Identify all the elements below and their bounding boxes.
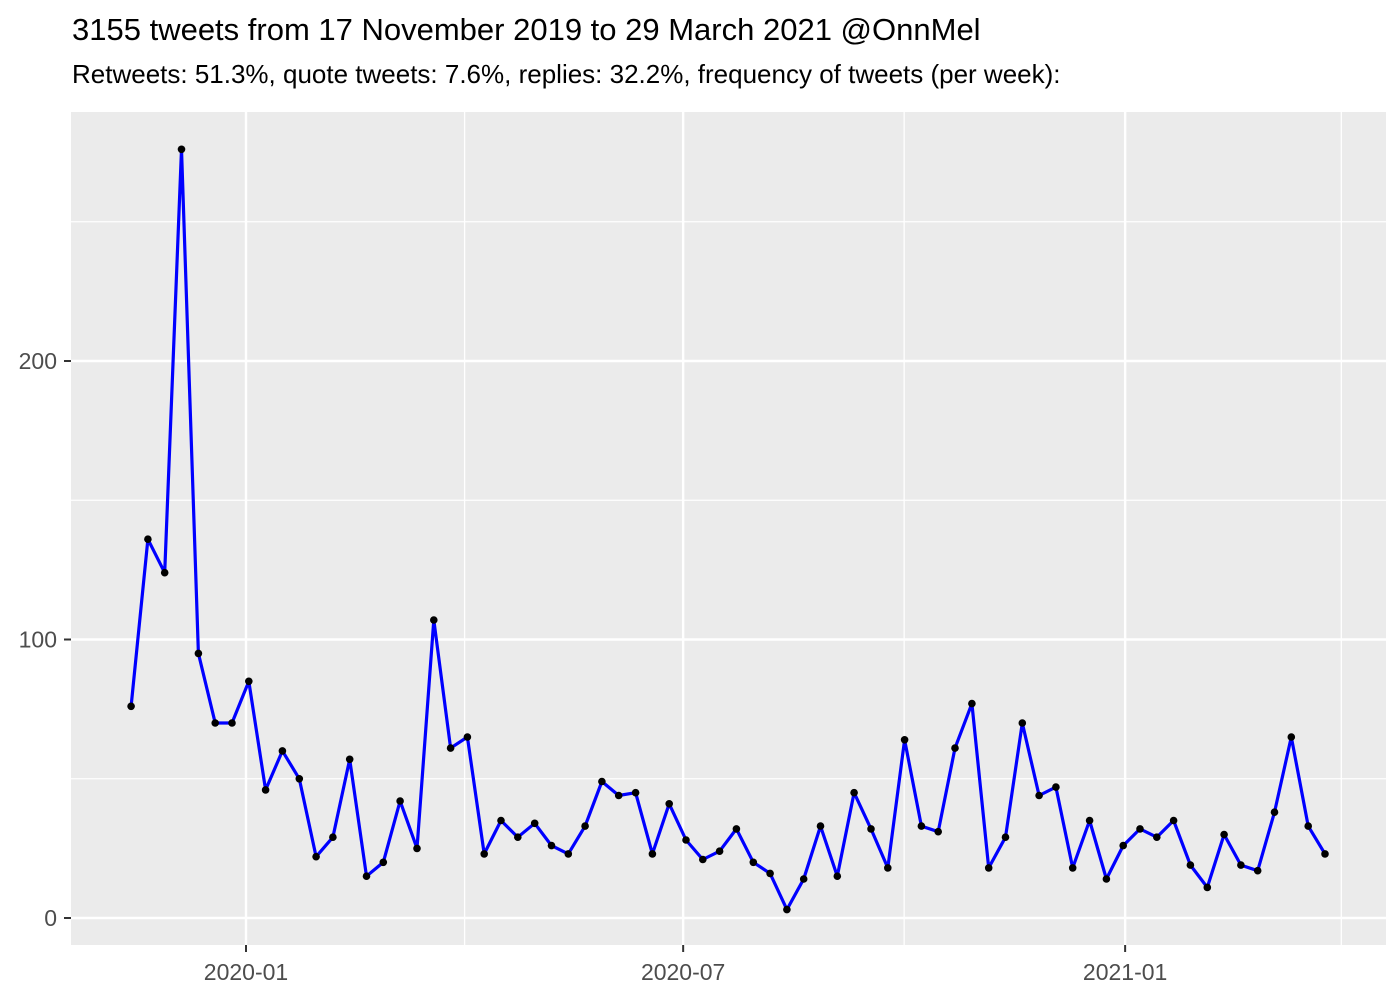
data-point (984, 864, 993, 872)
data-point (749, 858, 758, 867)
data-point (1153, 833, 1161, 841)
data-point (1287, 733, 1296, 741)
y-tick-label: 100 (19, 627, 57, 653)
data-point (547, 841, 556, 850)
data-point (1119, 841, 1127, 850)
x-tick-label: 2020-01 (204, 959, 288, 985)
data-point (446, 744, 455, 752)
panel-background (71, 112, 1386, 945)
data-point (799, 875, 808, 883)
data-point (345, 755, 354, 764)
data-point (177, 145, 186, 154)
data-point (968, 699, 976, 708)
data-point (1270, 808, 1279, 816)
data-point (766, 869, 774, 878)
data-point (514, 833, 522, 841)
data-point (1001, 833, 1010, 841)
data-point (1253, 866, 1262, 875)
data-point (598, 777, 606, 786)
data-point (194, 649, 203, 658)
data-point (1220, 830, 1228, 839)
data-point (917, 822, 926, 830)
data-point (329, 833, 337, 841)
data-point (715, 847, 724, 855)
data-point (900, 736, 909, 744)
data-point (816, 822, 825, 830)
data-point (211, 719, 219, 727)
data-point (1304, 822, 1312, 830)
data-point (951, 744, 959, 752)
x-tick-label: 2020-07 (641, 959, 725, 985)
y-tick-label: 200 (19, 348, 57, 374)
data-point (362, 872, 371, 880)
data-point (581, 822, 589, 830)
data-point (1237, 861, 1245, 869)
data-point (144, 535, 152, 543)
data-point (1085, 816, 1094, 825)
data-point (480, 850, 489, 858)
data-point (127, 702, 135, 711)
data-point (1136, 825, 1144, 833)
data-point (884, 864, 892, 872)
data-point (850, 788, 858, 797)
data-point (1169, 816, 1178, 825)
data-point (160, 568, 169, 577)
data-point (1203, 883, 1212, 892)
data-point (732, 825, 741, 833)
data-point (430, 616, 438, 624)
data-point (1102, 875, 1111, 883)
data-point (682, 836, 690, 844)
data-point (295, 775, 304, 783)
data-point (396, 797, 404, 805)
data-point (1052, 783, 1060, 791)
data-point (614, 791, 623, 800)
data-point (934, 827, 942, 836)
data-point (245, 677, 253, 686)
data-point (699, 855, 707, 864)
data-point (1186, 861, 1195, 869)
data-point (261, 786, 270, 794)
data-point (530, 819, 539, 828)
chart-title: 3155 tweets from 17 November 2019 to 29 … (72, 12, 981, 47)
data-point (631, 788, 640, 797)
data-point (1018, 719, 1027, 727)
data-point (497, 816, 505, 825)
data-point (379, 858, 388, 867)
data-point (1035, 791, 1043, 800)
data-point (413, 844, 421, 853)
y-tick-label: 0 (44, 905, 57, 931)
data-point (867, 825, 875, 833)
data-point (665, 800, 673, 808)
x-tick-label: 2021-01 (1083, 959, 1167, 985)
data-point (648, 850, 657, 858)
data-point (564, 850, 573, 858)
data-point (312, 852, 320, 861)
data-point (278, 747, 287, 755)
trend-line (129, 147, 1327, 912)
data-point (1068, 864, 1077, 872)
data-point (228, 719, 236, 727)
data-point (463, 733, 472, 741)
chart-subtitle: Retweets: 51.3%, quote tweets: 7.6%, rep… (72, 59, 1061, 89)
data-point (833, 872, 842, 880)
data-point (1321, 850, 1329, 858)
data-point (783, 905, 791, 914)
